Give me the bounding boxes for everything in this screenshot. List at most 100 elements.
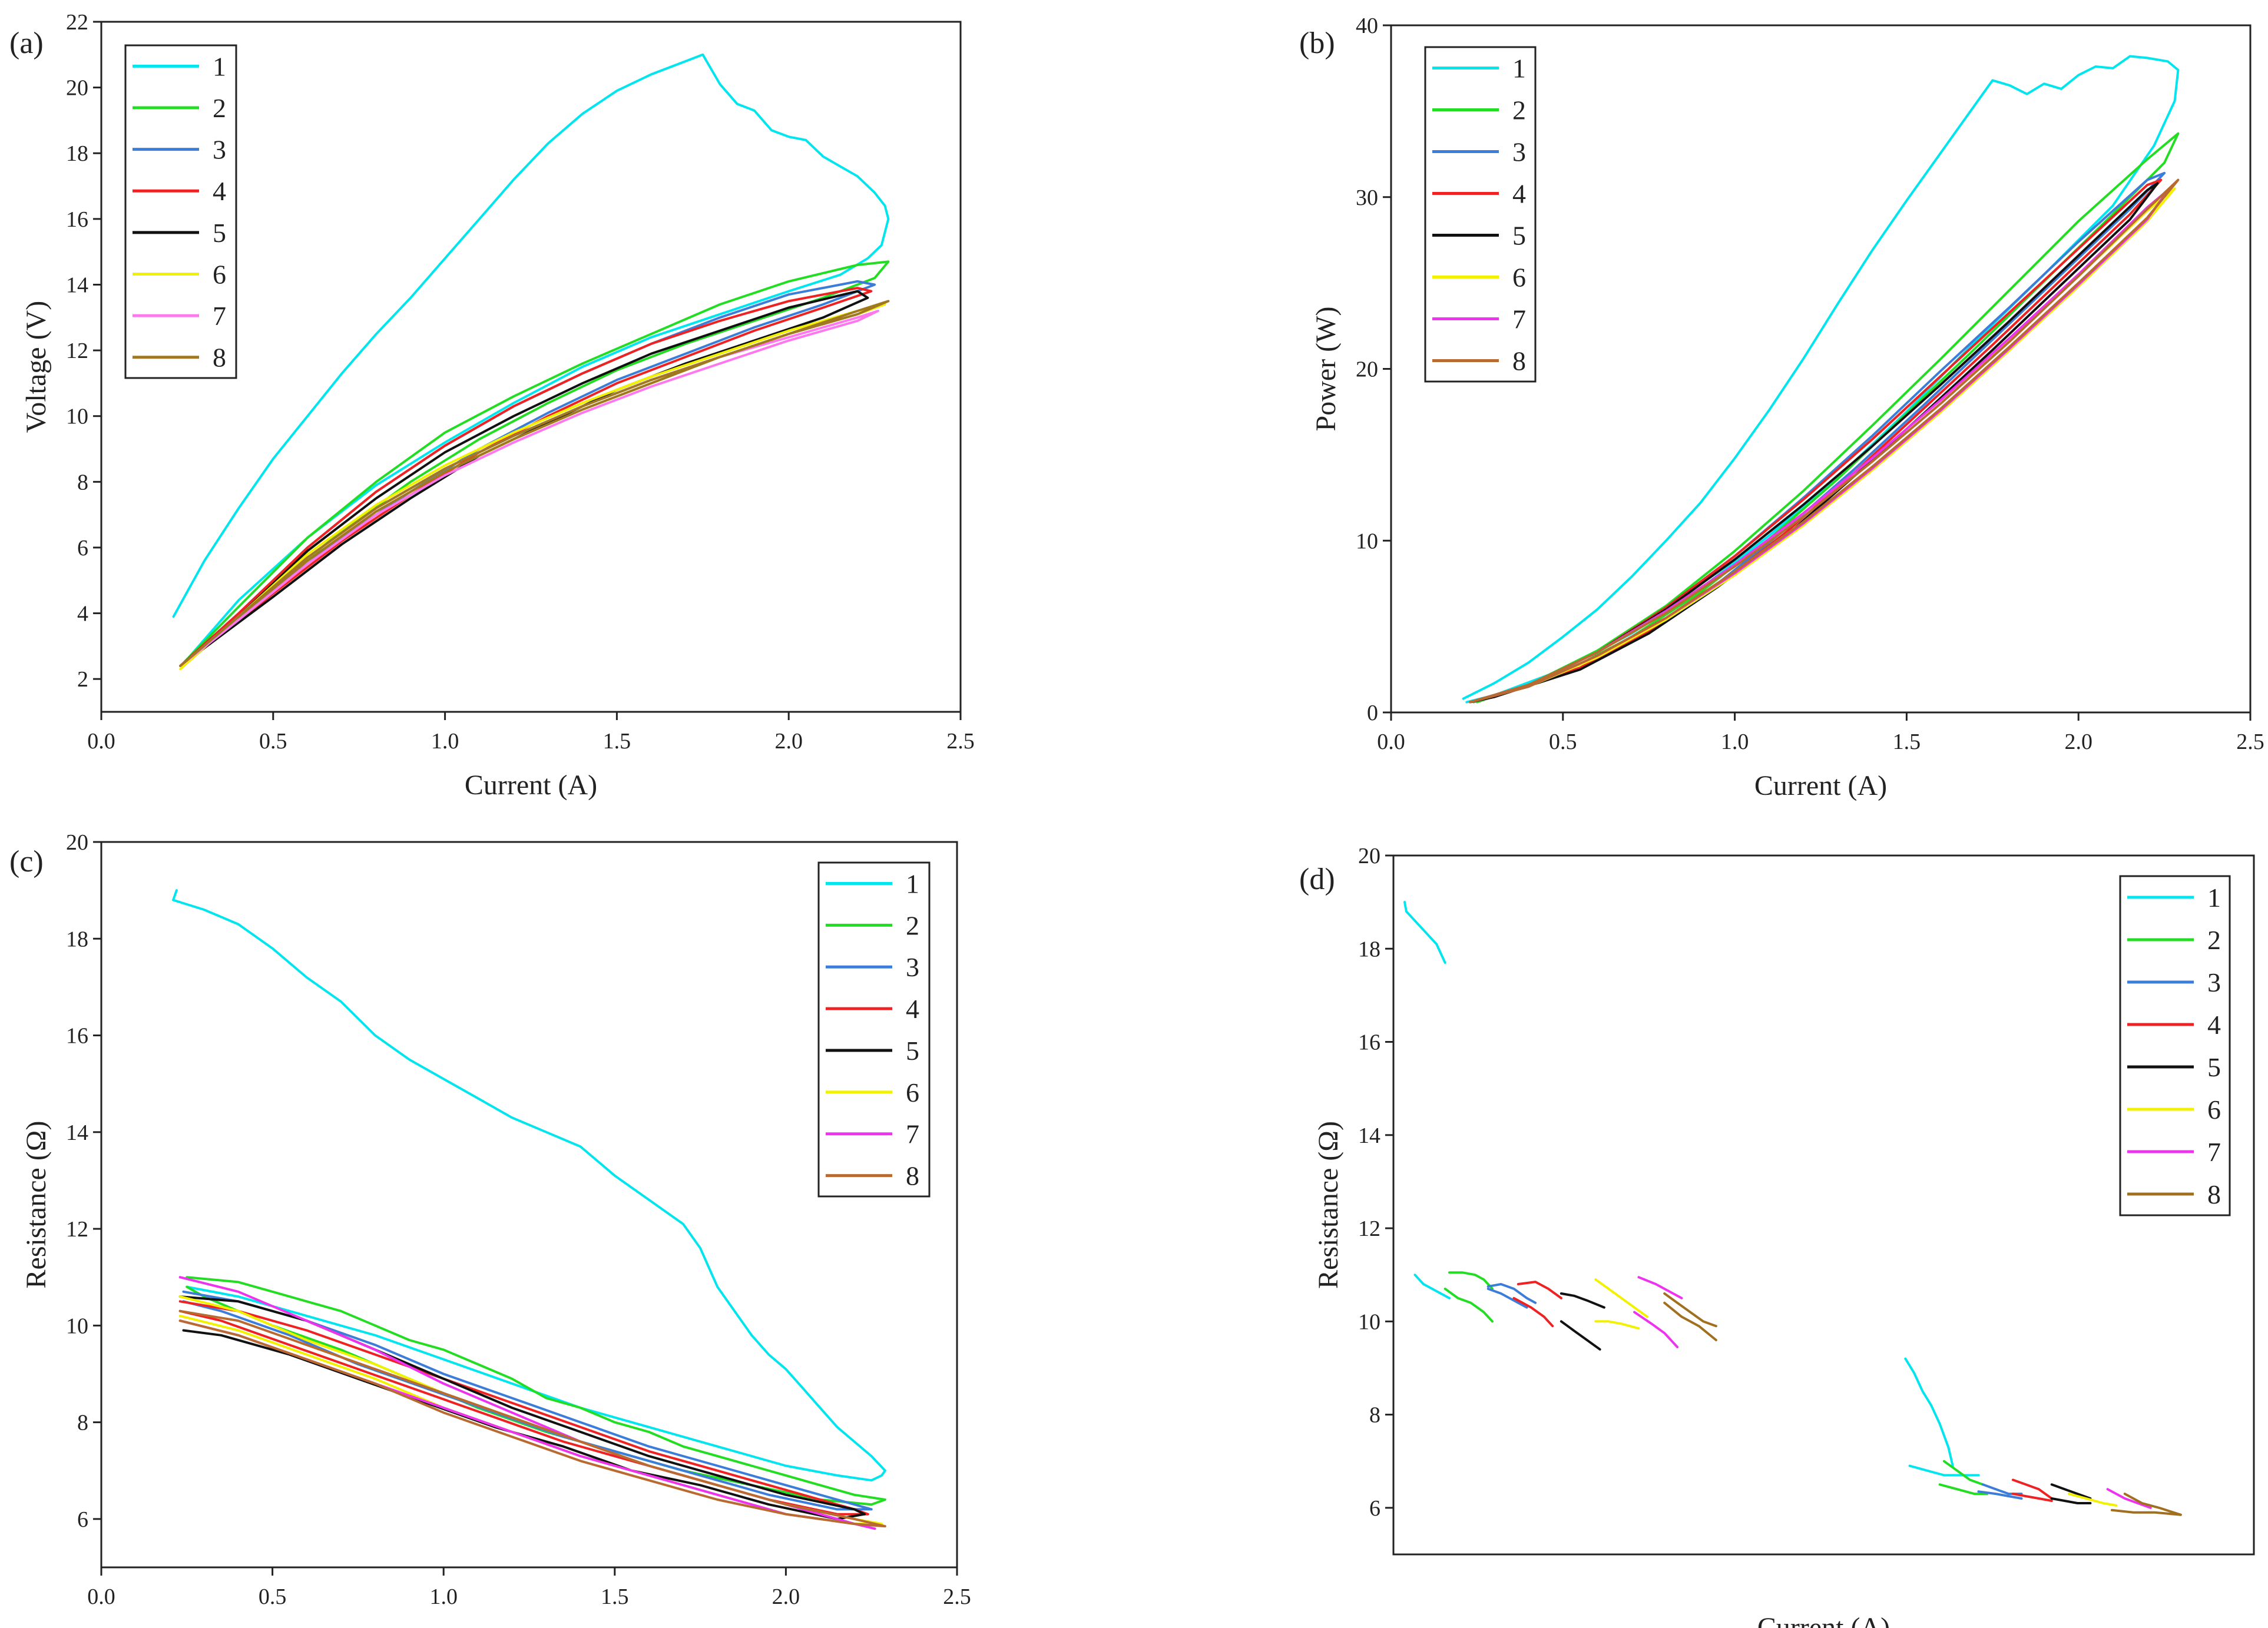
legend-label-7: 7	[1512, 304, 1526, 334]
series-line-1	[172, 53, 890, 661]
legend-label-3: 3	[2207, 967, 2221, 997]
legend-label-2: 2	[906, 910, 919, 940]
y-axis-label: Resistance (Ω)	[1313, 1121, 1344, 1289]
series-line-4	[1517, 1281, 1562, 1299]
series-line-8	[179, 300, 890, 667]
series-line-4	[179, 287, 873, 667]
y-tick-label: 20	[1358, 844, 1380, 868]
series-line-5	[2050, 1497, 2092, 1504]
series-line-2	[183, 260, 890, 667]
y-tick-label: 18	[1358, 937, 1380, 961]
legend-box	[2119, 875, 2231, 1216]
x-tick-label: 2.5	[946, 729, 975, 754]
y-tick-label: 14	[66, 273, 88, 297]
series-line-4	[1469, 178, 2163, 704]
y-tick-label: 22	[66, 10, 88, 35]
panel-label: (d)	[1299, 863, 1335, 896]
series-line-2	[1448, 1271, 1494, 1290]
legend-label-6: 6	[1512, 263, 1526, 293]
series-line-1	[1462, 55, 2180, 704]
series-line-5	[1560, 1320, 1601, 1351]
legend: 1 2 3 4 5 6 7 8	[124, 44, 237, 379]
series-line-5	[1469, 182, 2159, 704]
y-tick-label: 16	[1358, 1030, 1380, 1055]
plot-frame	[100, 21, 962, 713]
y-tick-label: 10	[1358, 1309, 1380, 1334]
y-tick-label: 10	[66, 404, 88, 429]
legend-label-3: 3	[1512, 137, 1526, 167]
legend-box	[817, 861, 931, 1198]
y-tick-label: 18	[66, 141, 88, 166]
y-tick-label: 8	[1369, 1403, 1380, 1428]
series-line-3	[1486, 1287, 1528, 1309]
series-group	[1403, 901, 2182, 1516]
legend-box	[1424, 46, 1537, 383]
legend-label-4: 4	[2207, 1010, 2221, 1040]
series-line-5	[1560, 1292, 1605, 1309]
series-line-8	[2110, 1508, 2182, 1516]
series-group	[172, 53, 890, 671]
series-line-1	[1413, 1274, 1451, 1299]
series-line-8	[178, 1309, 886, 1528]
y-tick-label: 8	[77, 470, 88, 495]
legend-label-8: 8	[906, 1161, 919, 1191]
legend-label-5: 5	[2207, 1052, 2221, 1082]
x-tick-label: 2.0	[2064, 730, 2092, 754]
legend: 1 2 3 4 5 6 7 8	[1424, 46, 1537, 383]
legend-label-7: 7	[2207, 1137, 2221, 1167]
panel-label: (b)	[1299, 26, 1335, 60]
legend: 1 2 3 4 5 6 7 8	[817, 861, 931, 1198]
legend-box	[124, 44, 237, 379]
panel-c: (c)0.00.51.01.52.02.568101214161820Curre…	[9, 830, 971, 1628]
series-line-3	[1486, 1283, 1537, 1304]
legend-label-1: 1	[213, 51, 226, 81]
series-line-6	[1594, 1278, 1648, 1318]
legend-label-8: 8	[1512, 346, 1526, 376]
legend-label-5: 5	[213, 218, 226, 248]
series-group	[1462, 55, 2180, 704]
legend-label-2: 2	[2207, 925, 2221, 955]
series-line-6	[179, 303, 886, 671]
legend-label-3: 3	[213, 135, 226, 165]
series-line-2	[1472, 132, 2180, 704]
series-line-1	[1908, 1464, 1980, 1477]
y-axis-label: Power (W)	[1310, 307, 1342, 432]
series-line-8	[1663, 1292, 1717, 1328]
legend-label-6: 6	[2207, 1095, 2221, 1125]
legend-label-1: 1	[1512, 54, 1526, 84]
x-tick-label: 2.0	[774, 729, 803, 754]
x-tick-label: 0.5	[1549, 730, 1577, 754]
y-tick-label: 20	[66, 830, 88, 855]
panel-b: (b) 0.0 0.5 1.0 1.5 2.0 2.5 0 10 20 30 40 Current (A…	[1299, 14, 2264, 801]
legend-label-4: 4	[213, 176, 226, 206]
series-line-2	[1443, 1287, 1494, 1323]
series-line-8	[1663, 1301, 1717, 1341]
y-tick-label: 6	[77, 1507, 88, 1532]
legend-label-8: 8	[2207, 1179, 2221, 1209]
y-tick-label: 20	[1356, 357, 1378, 382]
y-tick-label: 16	[66, 1024, 88, 1049]
y-tick-label: 6	[1369, 1496, 1380, 1521]
series-line-7	[2106, 1488, 2152, 1509]
y-tick-label: 14	[66, 1120, 88, 1145]
y-tick-label: 0	[1367, 701, 1378, 725]
y-tick-label: 20	[66, 76, 88, 101]
legend-label-5: 5	[1512, 221, 1526, 251]
y-tick-label: 12	[66, 1217, 88, 1242]
series-line-7	[179, 310, 879, 667]
panel-label: (a)	[9, 26, 44, 60]
panel-a: (a)0.0 0.5 1.0 1.5 2.0 2.5246810121416182022C…	[9, 10, 975, 801]
legend-label-7: 7	[906, 1119, 919, 1149]
x-axis-label: Current (A)	[465, 770, 597, 801]
series-line-5	[179, 290, 869, 667]
series-line-4	[2011, 1493, 2053, 1502]
legend-label-4: 4	[1512, 179, 1526, 209]
x-tick-label: 1.0	[1721, 730, 1749, 754]
x-tick-label: 0.5	[259, 729, 287, 754]
x-tick-label: 1.0	[429, 1584, 458, 1609]
legend-label-8: 8	[213, 343, 226, 373]
x-axis-label: Current (A)	[463, 1625, 595, 1628]
x-tick-label: 0.5	[259, 1584, 287, 1609]
